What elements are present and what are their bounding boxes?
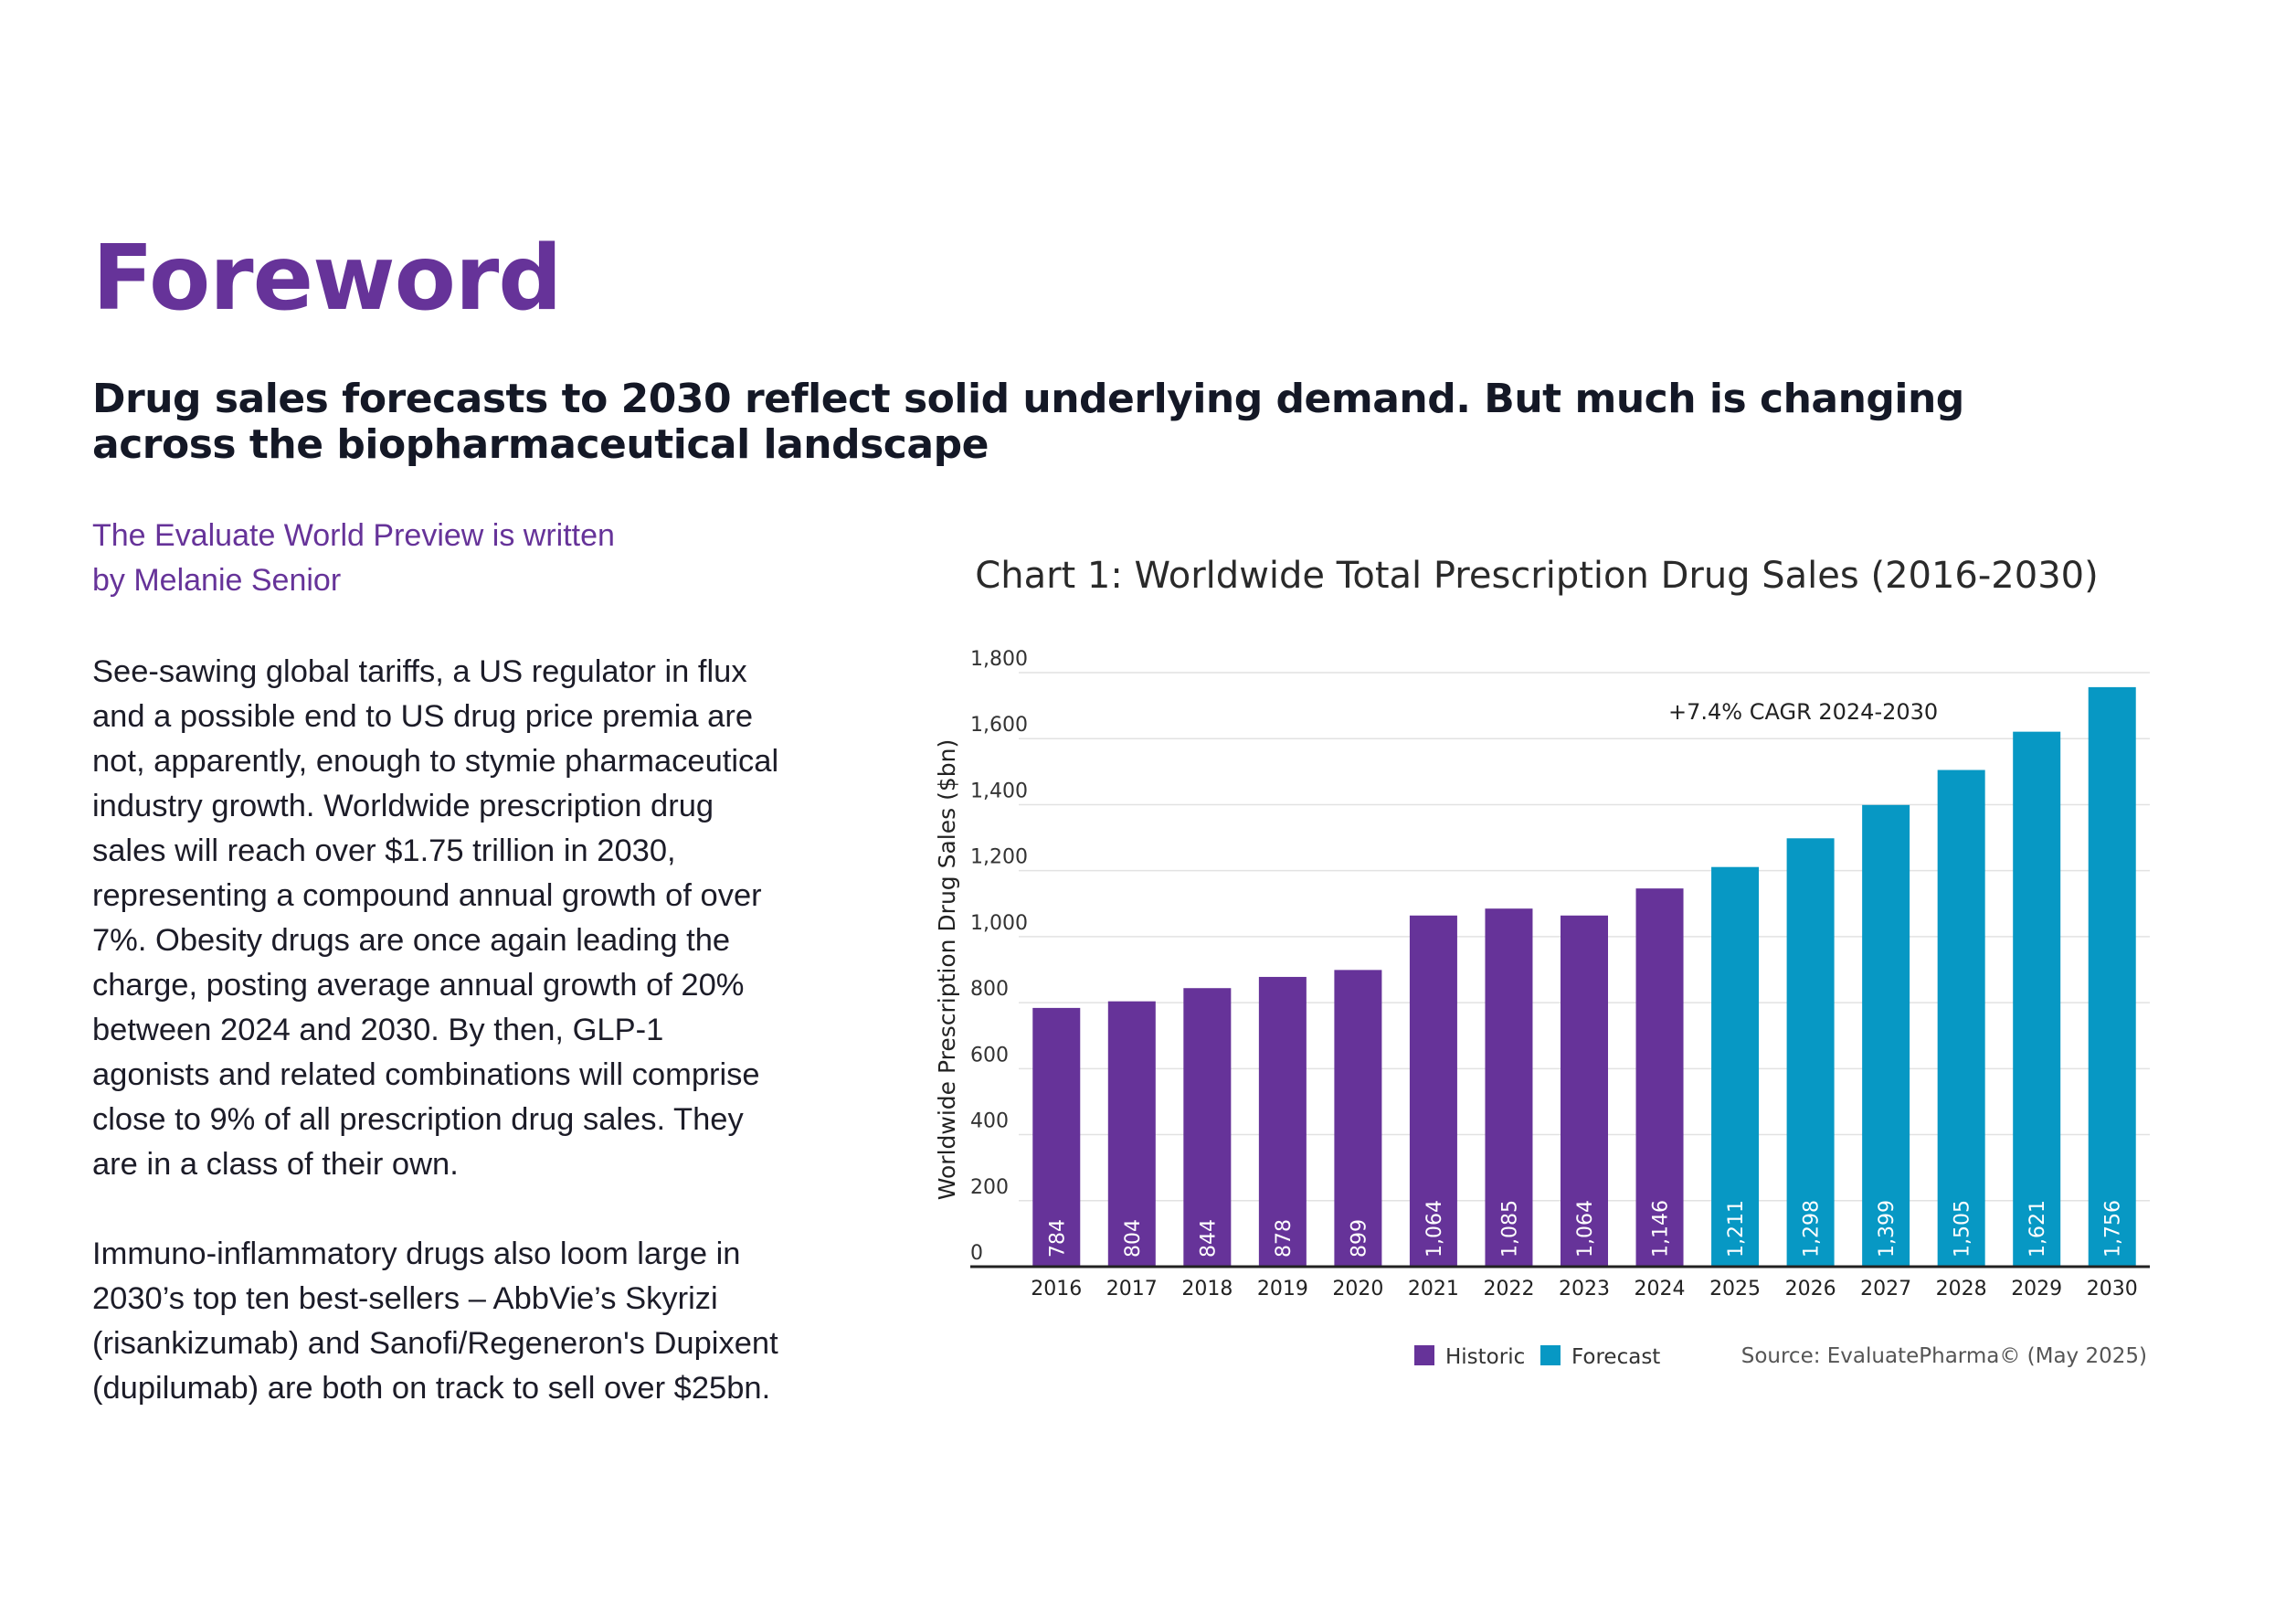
bar-value-label: 1,505	[1952, 1200, 1974, 1258]
x-tick-label: 2026	[1785, 1278, 1836, 1300]
y-tick-label: 1,000	[970, 912, 1028, 935]
y-tick-label: 1,800	[970, 648, 1028, 671]
x-tick-label: 2018	[1181, 1278, 1233, 1300]
bar-value-label: 1,399	[1876, 1200, 1899, 1258]
bar-value-label: 1,064	[1574, 1200, 1597, 1258]
body-paragraph-1: See-sawing global tariffs, a US regulato…	[92, 654, 779, 1182]
x-tick-label: 2028	[1936, 1278, 1987, 1300]
byline-line-2: by Melanie Senior	[92, 563, 342, 598]
x-tick-label: 2030	[2087, 1278, 2138, 1300]
bar-2029	[2013, 731, 2061, 1267]
x-tick-label: 2022	[1483, 1278, 1534, 1300]
legend-swatch-historic	[1414, 1345, 1434, 1365]
bar-value-label: 844	[1197, 1219, 1220, 1258]
bar-value-label: 1,621	[2026, 1200, 2049, 1258]
bar-2023	[1561, 915, 1608, 1267]
y-tick-label: 1,400	[970, 780, 1028, 802]
x-tick-label: 2019	[1257, 1278, 1308, 1300]
byline-line-1: The Evaluate World Preview is written	[92, 518, 615, 553]
bar-value-label: 804	[1122, 1219, 1145, 1258]
y-tick-label: 200	[970, 1176, 1009, 1199]
bar-2017	[1107, 1001, 1156, 1267]
page-subtitle: Drug sales forecasts to 2030 reflect sol…	[92, 376, 1964, 468]
bar-2024	[1635, 888, 1684, 1267]
body-copy: See-sawing global tariffs, a US regulato…	[92, 650, 787, 1456]
y-tick-label: 400	[970, 1110, 1009, 1133]
x-tick-label: 2025	[1709, 1278, 1761, 1300]
bar-2020	[1334, 970, 1382, 1267]
x-tick-label: 2023	[1559, 1278, 1610, 1300]
bar-value-label: 878	[1273, 1219, 1296, 1258]
y-tick-label: 800	[970, 978, 1009, 1001]
bar-value-label: 1,756	[2102, 1200, 2125, 1258]
bar-value-label: 899	[1348, 1219, 1370, 1258]
legend-label-historic: Historic	[1445, 1345, 1525, 1369]
bar-value-label: 1,211	[1725, 1200, 1748, 1258]
cagr-annotation: +7.4% CAGR 2024-2030	[1668, 699, 1938, 725]
x-tick-label: 2017	[1106, 1278, 1158, 1300]
bar-value-label: 1,298	[1801, 1200, 1824, 1258]
bar-value-label: 1,146	[1650, 1200, 1673, 1258]
bar-2018	[1183, 988, 1232, 1267]
chart-title: Chart 1: Worldwide Total Prescription Dr…	[975, 555, 2098, 597]
chart-source: Source: EvaluatePharma© (May 2025)	[1741, 1344, 2147, 1368]
x-tick-label: 2024	[1635, 1278, 1686, 1300]
legend-swatch-forecast	[1540, 1345, 1561, 1365]
body-paragraph-2: Immuno-inflammatory drugs also loom larg…	[92, 1237, 778, 1406]
bar-value-label: 1,064	[1423, 1200, 1446, 1258]
legend-label-forecast: Forecast	[1571, 1345, 1660, 1369]
bar-value-label: 784	[1046, 1219, 1069, 1258]
bar-2022	[1485, 908, 1533, 1267]
bar-2026	[1786, 838, 1835, 1267]
x-tick-label: 2020	[1332, 1278, 1383, 1300]
page-title: Foreword	[92, 227, 562, 331]
x-tick-label: 2029	[2011, 1278, 2062, 1300]
y-axis-label: Worldwide Prescription Drug Sales ($bn)	[934, 739, 960, 1200]
bar-value-label: 1,085	[1498, 1200, 1521, 1258]
bar-2019	[1258, 976, 1307, 1267]
bar-2028	[1937, 770, 1985, 1267]
bar-2021	[1409, 915, 1457, 1267]
x-tick-label: 2016	[1031, 1278, 1082, 1300]
x-tick-label: 2021	[1408, 1278, 1459, 1300]
y-tick-label: 600	[970, 1044, 1009, 1067]
x-tick-label: 2027	[1860, 1278, 1911, 1300]
y-tick-label: 1,600	[970, 714, 1028, 737]
y-tick-label: 0	[970, 1242, 983, 1265]
byline: The Evaluate World Preview is written by…	[92, 514, 732, 603]
y-tick-label: 1,200	[970, 846, 1028, 869]
bar-2016	[1032, 1007, 1081, 1267]
bar-2030	[2088, 686, 2136, 1267]
bar-2027	[1862, 804, 1910, 1267]
bar-2025	[1711, 866, 1760, 1267]
